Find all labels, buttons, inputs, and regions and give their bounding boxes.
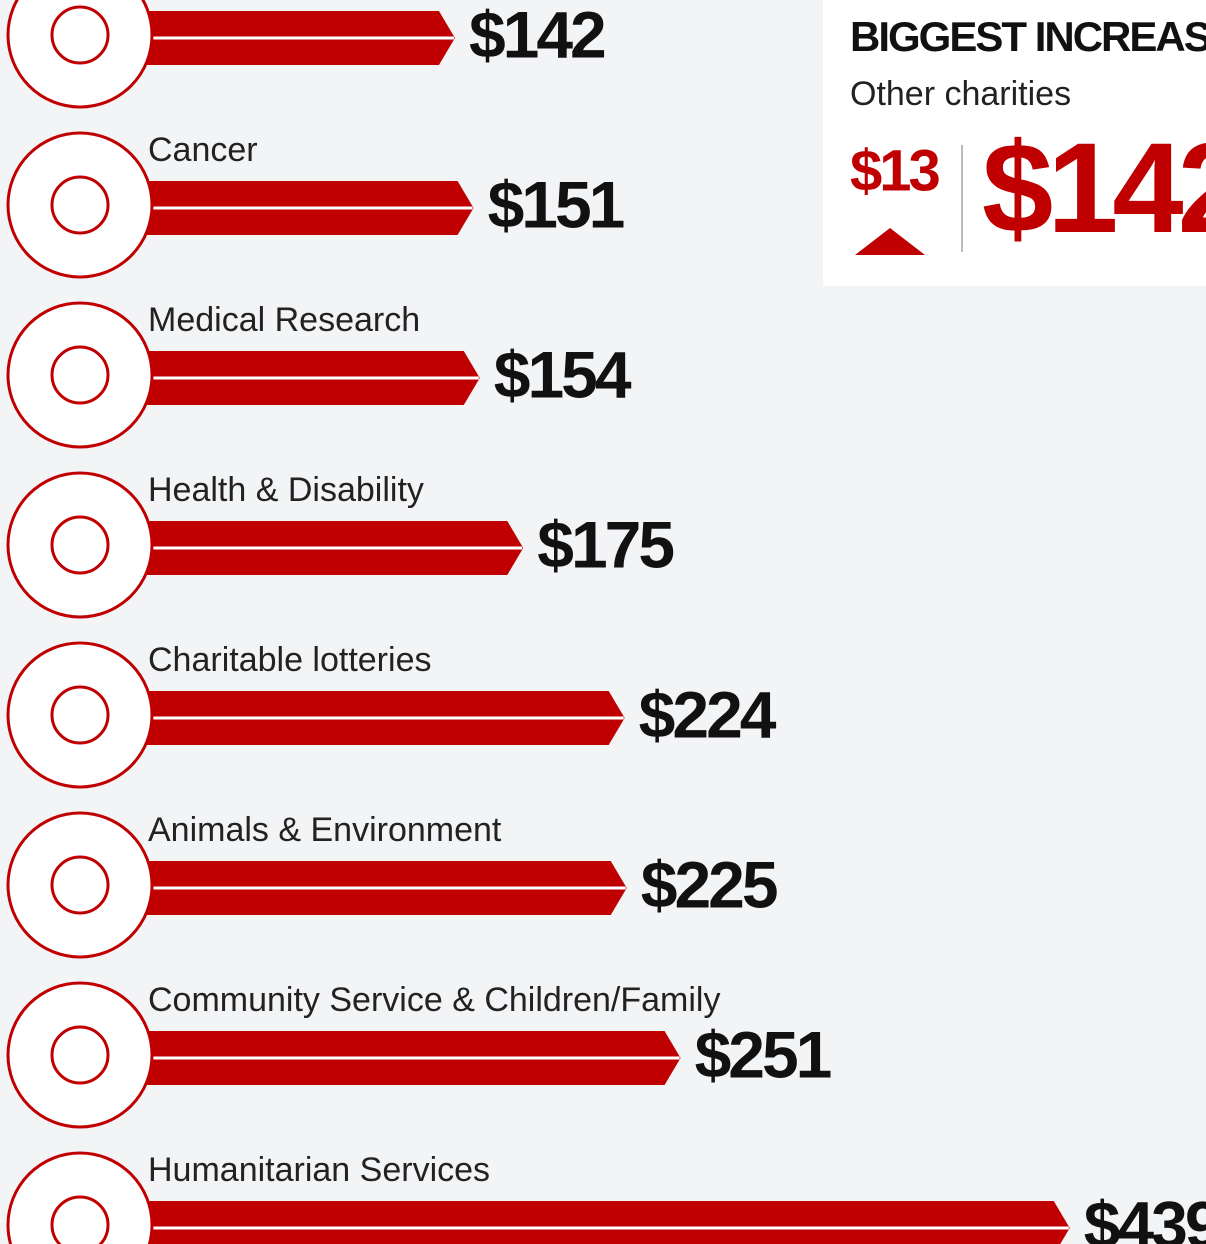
category-label: Animals & Environment <box>148 811 502 849</box>
icon <box>50 345 110 405</box>
value-label: $154 <box>494 337 632 411</box>
callout-increase: $13 <box>850 138 940 203</box>
icon <box>50 1195 110 1244</box>
value-label: $224 <box>639 677 777 751</box>
category-label: Community Service & Children/Family <box>148 981 721 1019</box>
icon-circle <box>6 471 154 619</box>
icon-circle <box>6 1151 154 1244</box>
icon-circle <box>6 0 154 109</box>
category-label: Health & Disability <box>148 471 424 509</box>
callout-title: BIGGEST INCREASE <box>850 13 1206 60</box>
icon <box>50 5 110 65</box>
icon <box>50 175 110 235</box>
value-label: $225 <box>641 847 777 921</box>
value-label: $151 <box>488 167 624 241</box>
value-label: $142 <box>469 0 605 71</box>
callout-subtitle: Other charities <box>850 75 1071 113</box>
icon-circle <box>6 131 154 279</box>
icon <box>50 1025 110 1085</box>
bar <box>140 1201 1070 1244</box>
icon <box>50 855 110 915</box>
icon <box>50 685 110 745</box>
icon-circle <box>6 811 154 959</box>
icon <box>50 515 110 575</box>
category-label: Medical Research <box>148 301 420 339</box>
value-label: $251 <box>695 1017 831 1091</box>
value-label: $175 <box>537 507 673 581</box>
category-label: Humanitarian Services <box>148 1151 490 1189</box>
category-label: Cancer <box>148 131 258 169</box>
icon-circle <box>6 981 154 1129</box>
value-label: $439 <box>1084 1187 1206 1244</box>
category-label: Charitable lotteries <box>148 641 431 679</box>
icon-circle <box>6 641 154 789</box>
callout: BIGGEST INCREASE Other charities $13 $14… <box>823 0 1206 286</box>
callout-value: $142 <box>982 117 1206 260</box>
increase-arrow <box>855 228 925 255</box>
icon-circle <box>6 301 154 449</box>
